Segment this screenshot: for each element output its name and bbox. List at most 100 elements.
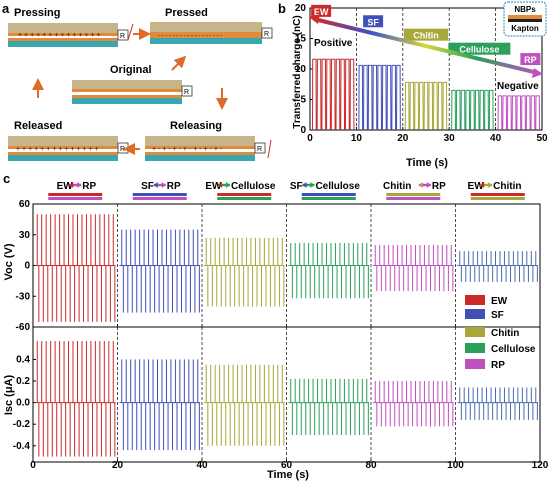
pair-swatch-bottom [217, 197, 272, 200]
pair-right-label: Cellulose [315, 181, 360, 192]
voc-ylabel: Voc (V) [3, 243, 15, 280]
legend-label: RP [491, 360, 505, 371]
pair-arrow-icon [217, 182, 222, 188]
panel-c-axes: 60 30 0 -30 -60 0.4 0.2 0.0 -0.2 -0.4 0 20 40 60 80 100… [13, 199, 549, 471]
isc-trace-3 [204, 364, 285, 446]
voc-y-tick-label: -30 [16, 291, 31, 302]
x-tick-label: 20 [397, 133, 409, 144]
legend-swatch [465, 295, 485, 305]
pair-swatch-bottom [132, 197, 187, 200]
pair-left-label: SF [141, 181, 154, 192]
state-original-label: Original [110, 64, 152, 76]
pair-arrow-icon [225, 182, 230, 188]
charge-series-cellulose [451, 89, 494, 130]
legend: EW SF Chitin Cellulose RP [465, 295, 536, 371]
isc-y-tick-label: 0.4 [16, 354, 30, 365]
pair-arrow-icon [69, 182, 74, 188]
x-tick-label: 100 [447, 460, 464, 471]
material-inset: NBPs Kapton [503, 1, 547, 37]
device-original: Original R [72, 64, 193, 104]
pair-arrow-icon [77, 182, 82, 188]
pair-arrow-icon [480, 182, 485, 188]
pair-swatch-top [132, 193, 187, 196]
pair-left-label: EW [205, 181, 222, 192]
resistor-label: R [120, 33, 125, 40]
charge-series-chitin [404, 81, 448, 130]
pair-swatch-top [301, 193, 356, 196]
panel-b-xlabel: Time (s) [406, 157, 448, 169]
x-tick-label: 40 [490, 133, 502, 144]
panel-a-label: a [2, 1, 10, 16]
svg-text:+ + + + + + + + + + + + + +: + + + + + + + + + + + + + + [16, 146, 99, 153]
arrow-original-to-pressed [171, 55, 187, 71]
series-tag-bg [363, 15, 384, 28]
pair-right-label: RP [82, 181, 96, 192]
voc-y-tick-label: 0 [24, 261, 30, 272]
force-arrow-releasing [267, 139, 272, 159]
legend-label: Chitin [491, 328, 519, 339]
x-tick-label: 30 [444, 133, 456, 144]
pair-arrow-icon [161, 182, 166, 188]
pair-arrow-icon [418, 182, 423, 188]
charge-series-rp [497, 95, 541, 130]
isc-y-tick-label: 0.0 [16, 398, 30, 409]
isc-trace-1 [35, 341, 116, 457]
inset-bottom-label: Kapton [511, 24, 539, 33]
panel-c-label: c [3, 171, 10, 186]
y-tick-label: 10 [295, 64, 307, 75]
series-tag-label: SF [367, 17, 379, 27]
resistor-label: R [120, 146, 125, 153]
force-arrow-pressing [127, 23, 134, 41]
panel-c: c EW RP SF RP EW Cellulose SF Cellulose Chitin RP… [3, 171, 549, 481]
series-tag-label: RP [524, 55, 537, 65]
isc-y-tick-label: -0.4 [13, 441, 31, 452]
x-tick-label: 60 [281, 460, 293, 471]
panel-a: a Pressing + + + + + + + + + + + + + + R… [2, 1, 273, 161]
panel-c-xlabel: Time (s) [267, 469, 309, 481]
pair-left-label: EW [57, 181, 74, 192]
isc-y-tick-label: -0.2 [13, 419, 31, 430]
pair-swatch-bottom [470, 197, 525, 200]
annotation-positive: Positive [314, 38, 353, 49]
y-tick-label: 0 [300, 125, 306, 136]
pair-arrow-icon [426, 182, 431, 188]
state-released-label: Released [14, 120, 62, 132]
pair-left-label: SF [290, 181, 303, 192]
resistor-label: R [184, 89, 189, 96]
legend-swatch [465, 359, 485, 369]
pair-arrow-icon [302, 182, 307, 188]
pair-left-label: EW [468, 181, 485, 192]
isc-ylabel: Isc (μA) [3, 374, 15, 415]
device-releasing: Releasing + - + - + - + - + - + - + - R [145, 120, 266, 161]
pair-swatch-top [217, 193, 272, 196]
x-tick-label: 0 [30, 460, 36, 471]
isc-trace-4 [288, 378, 369, 435]
series-tag-label: Chitin [413, 31, 439, 41]
legend-swatch [465, 343, 485, 353]
series-tag-bg [520, 53, 541, 66]
voc-trace-1 [35, 214, 116, 322]
pair-swatch-top [48, 193, 103, 196]
voc-trace-4 [288, 242, 369, 299]
panel-b-axes: 0 10 20 30 40 50 0 5 10 15 20 EW SF Chitin Cellulose RP [295, 3, 548, 144]
legend-label: EW [491, 296, 508, 307]
legend-swatch [465, 327, 485, 337]
pair-left-label: Chitin [383, 181, 411, 192]
x-tick-label: 10 [351, 133, 363, 144]
x-tick-label: 120 [532, 460, 549, 471]
pair-right-label: RP [432, 181, 446, 192]
polarity-arrow-head-left [309, 14, 320, 24]
x-tick-label: 50 [536, 133, 548, 144]
pair-headers: EW RP SF RP EW Cellulose SF Cellulose Chitin RP EW… [48, 181, 525, 200]
pair-arrow-icon [153, 182, 158, 188]
svg-text:- - - - - - - - - - - - - - -: - - - - - - - - - - - - - - - - - - [158, 33, 222, 39]
svg-text:+ - + - + - + - + - + - + -: + - + - + - + - + - + - + - [152, 146, 223, 153]
device-pressing: Pressing + + + + + + + + + + + + + + R [8, 7, 129, 47]
state-pressing-label: Pressing [14, 7, 60, 19]
polarity-arrow [313, 17, 539, 75]
pair-swatch-bottom [386, 197, 441, 200]
inset-top-label: NBPs [514, 5, 536, 14]
pair-arrow-icon [310, 182, 315, 188]
x-tick-label: 80 [365, 460, 377, 471]
